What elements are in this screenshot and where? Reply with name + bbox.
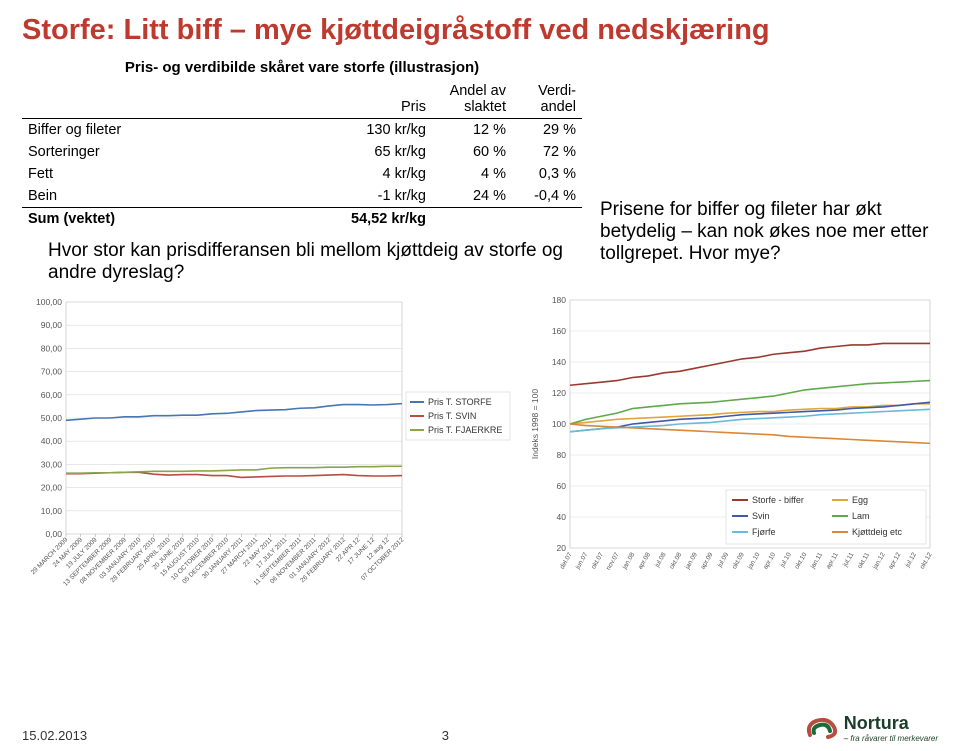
footer-page: 3 bbox=[442, 728, 449, 743]
table-caption: Pris- og verdibilde skåret vare storfe (… bbox=[22, 59, 582, 76]
svg-text:Fjørfe: Fjørfe bbox=[752, 527, 776, 537]
side-comment: Prisene for biffer og fileter har økt be… bbox=[600, 59, 938, 284]
svg-text:apr.08: apr.08 bbox=[637, 552, 652, 571]
logo-brand: Nortura bbox=[844, 713, 938, 734]
svg-text:apr.09: apr.09 bbox=[700, 552, 715, 571]
svg-text:180: 180 bbox=[552, 295, 566, 305]
svg-text:okt.08: okt.08 bbox=[668, 552, 683, 571]
svg-text:Pris T. STORFE: Pris T. STORFE bbox=[428, 397, 492, 407]
svg-text:50,00: 50,00 bbox=[41, 413, 63, 423]
table-row: Bein-1 kr/kg24 %-0,4 % bbox=[22, 185, 582, 208]
svg-text:okt.07: okt.07 bbox=[590, 552, 605, 571]
svg-text:apr.10: apr.10 bbox=[762, 552, 777, 571]
svg-text:Svin: Svin bbox=[752, 511, 770, 521]
col-verdi: Verdi-andel bbox=[512, 80, 582, 119]
svg-text:Kjøttdeig etc: Kjøttdeig etc bbox=[852, 527, 903, 537]
svg-text:Pris T. SVIN: Pris T. SVIN bbox=[428, 411, 476, 421]
table-sum-row: Sum (vektet)54,52 kr/kg bbox=[22, 208, 582, 231]
svg-text:jan.10: jan.10 bbox=[746, 552, 762, 572]
svg-text:jul.11: jul.11 bbox=[841, 552, 855, 570]
svg-text:60: 60 bbox=[557, 481, 567, 491]
svg-text:jan.09: jan.09 bbox=[684, 552, 700, 572]
col-blank bbox=[22, 80, 246, 119]
svg-text:jul.12: jul.12 bbox=[904, 552, 919, 570]
nortura-logo: Nortura – fra råvarer til merkevarer bbox=[804, 713, 938, 743]
svg-text:jul.08: jul.08 bbox=[653, 552, 668, 570]
svg-text:100: 100 bbox=[552, 419, 566, 429]
svg-text:okt.12: okt.12 bbox=[919, 552, 934, 571]
logo-tagline: – fra råvarer til merkevarer bbox=[844, 734, 938, 743]
svg-text:okt.09: okt.09 bbox=[731, 552, 746, 571]
svg-text:40: 40 bbox=[557, 512, 567, 522]
svg-text:jan.12: jan.12 bbox=[871, 552, 887, 572]
svg-text:jan.11: jan.11 bbox=[809, 552, 824, 572]
svg-text:120: 120 bbox=[552, 388, 566, 398]
svg-text:160: 160 bbox=[552, 326, 566, 336]
svg-text:Egg: Egg bbox=[852, 495, 868, 505]
svg-text:okt.11: okt.11 bbox=[856, 552, 871, 571]
chart-price-left: 0,00 10,00 20,00 30,00 40,00 50,00 60,00 70,00 8… bbox=[22, 294, 512, 604]
svg-text:jul.10: jul.10 bbox=[779, 552, 794, 570]
svg-text:jul.09: jul.09 bbox=[716, 552, 731, 570]
svg-text:80,00: 80,00 bbox=[41, 344, 63, 354]
svg-text:20,00: 20,00 bbox=[41, 483, 63, 493]
svg-text:apr.12: apr.12 bbox=[887, 552, 902, 571]
chart-index-right: 20 40 60 80 100 120 140 160 180 Indeks 1998 = 100… bbox=[526, 294, 936, 604]
svg-text:jun.07: jun.07 bbox=[574, 552, 590, 572]
svg-text:Indeks 1998 = 100: Indeks 1998 = 100 bbox=[530, 389, 540, 459]
svg-text:80: 80 bbox=[557, 450, 567, 460]
svg-text:0,00: 0,00 bbox=[45, 529, 62, 539]
page-title: Storfe: Litt biff – mye kjøttdeigråstoff… bbox=[22, 14, 938, 47]
price-table: Pris Andel avslaktet Verdi-andel Biffer … bbox=[22, 80, 582, 230]
svg-text:okt.10: okt.10 bbox=[794, 552, 809, 571]
svg-text:100,00: 100,00 bbox=[36, 297, 62, 307]
col-andel: Andel avslaktet bbox=[432, 80, 512, 119]
table-row: Fett4 kr/kg4 %0,3 % bbox=[22, 163, 582, 185]
table-row: Sorteringer65 kr/kg60 %72 % bbox=[22, 141, 582, 163]
svg-text:apr.11: apr.11 bbox=[825, 552, 840, 571]
svg-text:Pris T. FJAERKRE: Pris T. FJAERKRE bbox=[428, 425, 502, 435]
svg-text:90,00: 90,00 bbox=[41, 321, 63, 331]
table-row: Biffer og fileter130 kr/kg12 %29 % bbox=[22, 119, 582, 142]
col-pris: Pris bbox=[246, 80, 432, 119]
svg-text:Lam: Lam bbox=[852, 511, 870, 521]
svg-text:20: 20 bbox=[557, 543, 567, 553]
footer-date: 15.02.2013 bbox=[22, 728, 87, 743]
svg-text:10,00: 10,00 bbox=[41, 506, 63, 516]
svg-text:70,00: 70,00 bbox=[41, 367, 63, 377]
svg-text:60,00: 60,00 bbox=[41, 390, 63, 400]
svg-text:del.07: del.07 bbox=[559, 552, 574, 571]
svg-text:jan.08: jan.08 bbox=[621, 552, 637, 572]
svg-text:140: 140 bbox=[552, 357, 566, 367]
svg-text:nov.07: nov.07 bbox=[605, 552, 621, 572]
question-text: Hvor stor kan prisdifferansen bli mellom… bbox=[48, 240, 576, 284]
svg-text:Storfe - biffer: Storfe - biffer bbox=[752, 495, 804, 505]
svg-text:30,00: 30,00 bbox=[41, 460, 63, 470]
svg-text:40,00: 40,00 bbox=[41, 437, 63, 447]
